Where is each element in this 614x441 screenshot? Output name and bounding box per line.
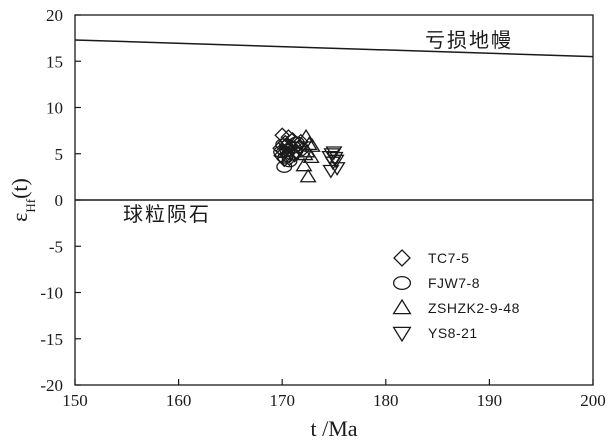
y-axis-title-sub: Hf xyxy=(23,198,38,212)
data-point-ys8-21 xyxy=(321,150,339,165)
x-tick-label: 170 xyxy=(269,391,295,410)
legend-marker-triangle-down-icon xyxy=(392,326,412,343)
reference-lines xyxy=(74,39,594,201)
x-tick-label: 150 xyxy=(62,391,88,410)
data-point-zshzk2-9-48 xyxy=(302,149,320,164)
y-axis-title-suffix: (t) xyxy=(7,178,32,199)
data-point-ys8-21 xyxy=(327,154,345,169)
y-tick-label: 15 xyxy=(46,52,63,71)
legend-item: YS8-21 xyxy=(392,325,478,343)
y-tick-label: -5 xyxy=(49,237,63,256)
depleted-mantle-line xyxy=(74,39,594,58)
data-points xyxy=(272,127,346,183)
legend-marker-diamond-icon xyxy=(393,249,411,267)
data-point-fjw7-8 xyxy=(283,147,300,160)
data-point-fjw7-8 xyxy=(280,139,297,152)
y-axis-title: εHf(t) xyxy=(7,178,38,222)
data-point-ys8-21 xyxy=(325,146,343,161)
data-point-zshzk2-9-48 xyxy=(303,138,321,152)
x-tick-label: 160 xyxy=(166,391,192,410)
data-point-zshzk2-9-48 xyxy=(296,146,314,161)
axis-ticks xyxy=(74,14,594,386)
y-tick-label: -20 xyxy=(40,376,63,395)
x-tick-label: 180 xyxy=(373,391,399,410)
data-point-fjw7-8 xyxy=(281,154,298,168)
y-tick-label: 10 xyxy=(46,99,63,118)
y-tick-label: 5 xyxy=(55,145,64,164)
legend-label: YS8-21 xyxy=(428,325,478,341)
x-axis-title: t /Ma xyxy=(310,416,357,441)
y-axis-title-main: ε xyxy=(7,213,32,222)
x-tick-label: 190 xyxy=(477,391,503,410)
legend-marker-circle-icon xyxy=(392,275,412,291)
legend: TC7-5 FJW7-8 ZSHZK2-9-48 YS8-21 xyxy=(392,249,520,343)
legend-item: FJW7-8 xyxy=(392,275,480,291)
y-tick-label: 0 xyxy=(55,191,64,210)
y-tick-label: 20 xyxy=(46,6,63,25)
data-point-ys8-21 xyxy=(322,164,340,179)
data-point-zshzk2-9-48 xyxy=(299,168,317,183)
data-point-zshzk2-9-48 xyxy=(295,157,313,172)
legend-item: ZSHZK2-9-48 xyxy=(392,298,520,316)
legend-label: TC7-5 xyxy=(428,250,469,266)
legend-label: FJW7-8 xyxy=(428,275,480,291)
axis-tick-labels: 150 160 170 180 190 200 20 15 10 5 0 -5 -10 -15 -20 xyxy=(40,6,605,410)
legend-label: ZSHZK2-9-48 xyxy=(428,300,520,316)
chondrite-label: 球粒陨石 xyxy=(123,202,211,226)
y-tick-label: -15 xyxy=(40,330,63,349)
legend-item: TC7-5 xyxy=(393,249,469,267)
legend-marker-triangle-up-icon xyxy=(392,298,412,315)
y-tick-label: -10 xyxy=(40,284,63,303)
x-tick-label: 200 xyxy=(580,391,606,410)
depleted-mantle-label: 亏损地幔 xyxy=(425,28,513,52)
data-point-ys8-21 xyxy=(328,162,346,176)
